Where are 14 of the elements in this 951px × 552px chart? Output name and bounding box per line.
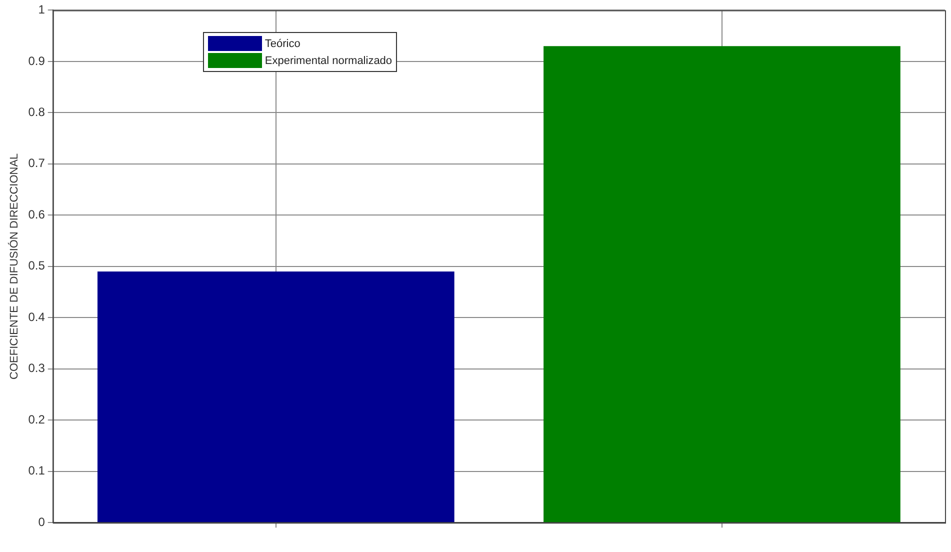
y-tick-label: 0.7 (28, 156, 46, 170)
y-axis-title: COEFICIENTE DE DIFUSIÓN DIRECCIONAL (8, 153, 21, 380)
y-tick-label: 0.4 (28, 310, 46, 324)
y-tick-label: 0 (38, 514, 46, 529)
legend-label: Experimental normalizado (264, 54, 392, 67)
y-tick-label: 0.6 (28, 207, 46, 222)
y-tick-label: 0.5 (28, 258, 46, 273)
y-tick-label: 0.9 (28, 54, 46, 68)
y-tick-label: 0.3 (28, 361, 46, 376)
y-tick-label: 0.2 (28, 412, 46, 426)
y-tick-label: 1 (38, 2, 46, 17)
y-tick-label: 0.1 (28, 464, 46, 478)
legend-label: Teórico (264, 38, 300, 50)
y-tick-label: 0.8 (28, 104, 46, 119)
